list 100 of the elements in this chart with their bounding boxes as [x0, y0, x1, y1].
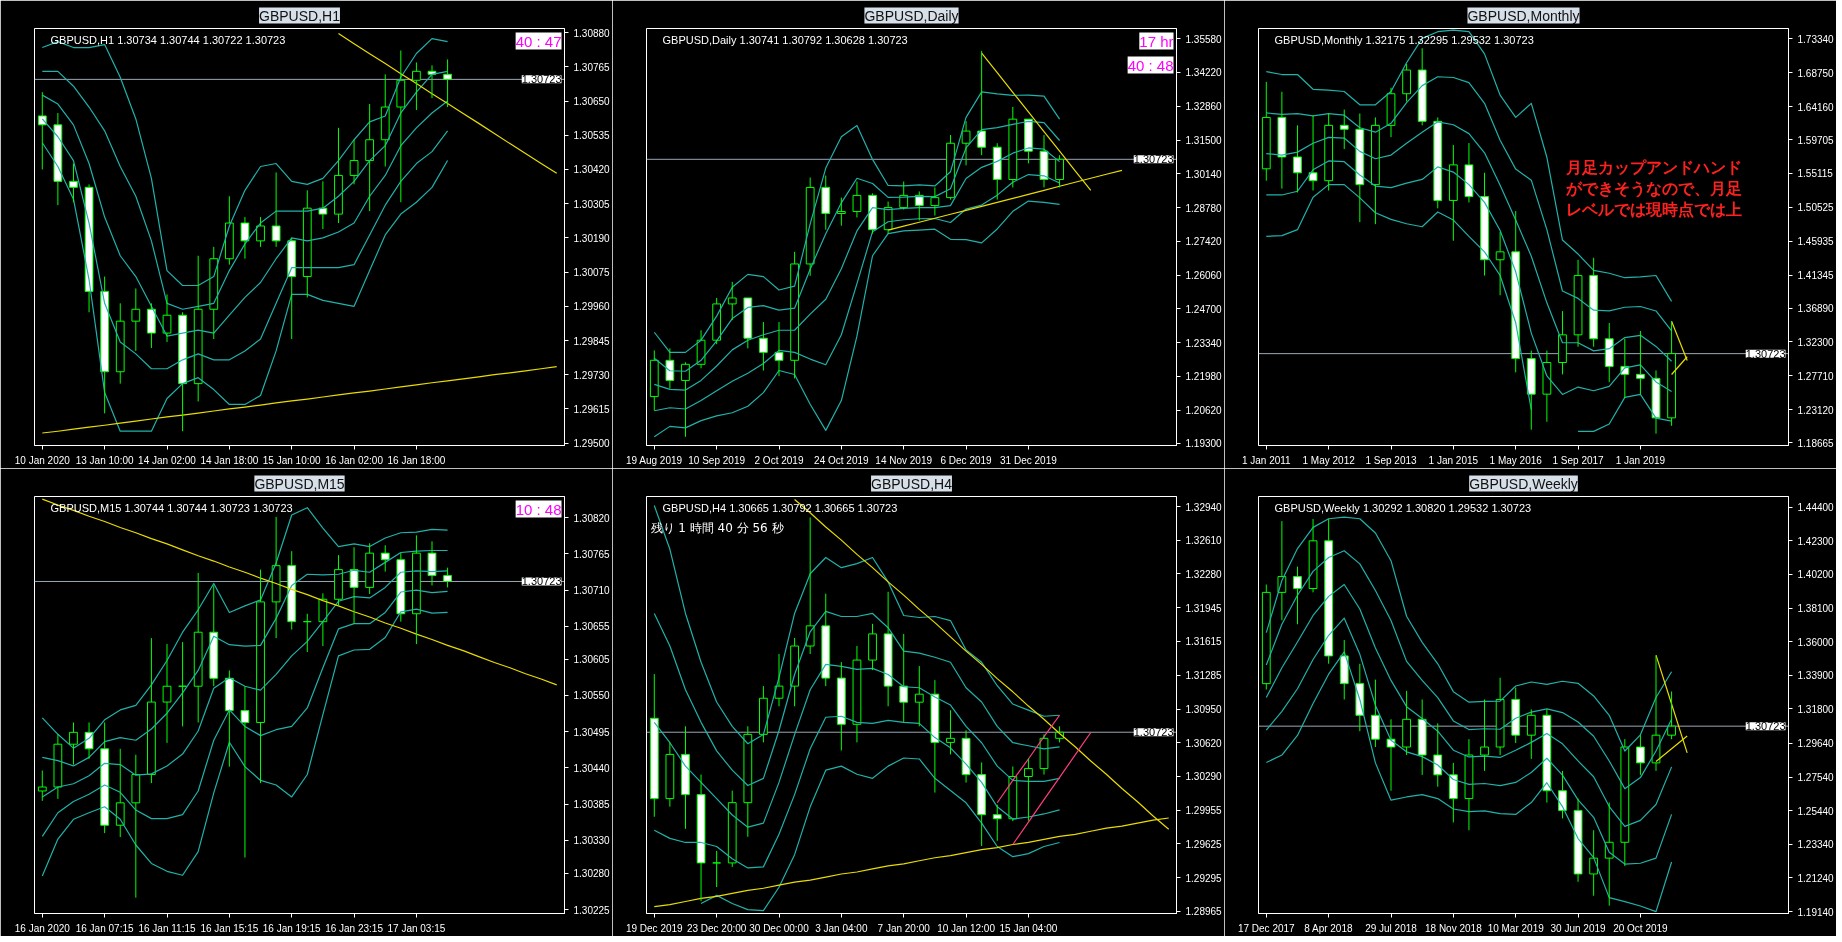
x-tick-label: 10 Mar 2019 [1487, 922, 1545, 934]
y-tick-label: 1.32940 [1185, 501, 1223, 513]
y-tick-label: 1.21980 [1185, 371, 1223, 383]
y-tick-label: 1.19140 [1797, 906, 1835, 918]
chart-title: GBPUSD,H1 [259, 7, 341, 24]
x-tick-label: 17 Dec 2017 [1237, 922, 1296, 934]
annotation: 40 : 47 [515, 32, 562, 50]
x-tick-label: 6 Dec 2019 [940, 454, 993, 466]
y-tick-label: 1.31800 [1797, 703, 1835, 715]
y-tick-label: 1.30605 [573, 654, 611, 666]
x-tick-label: 16 Jan 07:15 [75, 922, 134, 934]
ref-line-label: 1.30723 [1745, 720, 1786, 733]
x-tick-label: 1 Jan 2019 [1615, 454, 1666, 466]
x-tick-label: 24 Oct 2019 [814, 454, 870, 466]
y-tick-label: 1.36890 [1797, 303, 1835, 315]
y-tick-label: 1.30620 [1185, 737, 1223, 749]
y-tick-label: 1.30280 [573, 868, 611, 880]
x-tick-label: 18 Nov 2018 [1425, 922, 1483, 934]
y-tick-label: 1.32610 [1185, 535, 1223, 547]
x-tick-label: 13 Jan 10:00 [75, 454, 134, 466]
y-tick-label: 1.45935 [1797, 236, 1835, 248]
y-tick-label: 1.64160 [1797, 101, 1835, 113]
y-tick-label: 1.28965 [1185, 906, 1223, 918]
y-tick-label: 1.30950 [1185, 704, 1223, 716]
text: GBPUSD,H1 1.30734 1.30744 1.30722 1.30723 [50, 33, 286, 46]
y-tick-label: 1.40200 [1797, 569, 1835, 581]
y-tick-label: 1.33900 [1797, 670, 1835, 682]
y-tick-label: 1.29955 [1185, 805, 1223, 817]
y-tick-label: 1.30550 [573, 690, 611, 702]
y-tick-label: 1.20620 [1185, 405, 1223, 417]
chart-title: GBPUSD,Monthly [1467, 7, 1580, 24]
y-tick-label: 1.30765 [573, 61, 611, 73]
x-tick-label: 1 Sep 2017 [1552, 454, 1605, 466]
y-tick-label: 1.59705 [1797, 134, 1835, 146]
x-tick-label: 17 Jan 03:15 [387, 922, 446, 934]
y-tick-label: 1.30305 [573, 198, 611, 210]
annotation: 残り 1 時間 40 分 56 秒 [650, 520, 784, 535]
chart-title: GBPUSD,H4 [871, 475, 953, 492]
y-tick-label: 1.36000 [1797, 636, 1835, 648]
y-tick-label: 1.30385 [573, 799, 611, 811]
x-tick-label: 7 Jan 20:00 [877, 922, 931, 934]
y-tick-label: 1.30710 [573, 585, 611, 597]
annotation: 10 : 48 [515, 500, 562, 518]
y-tick-label: 1.31945 [1185, 602, 1223, 614]
y-tick-label: 1.24700 [1185, 303, 1223, 315]
y-tick-label: 1.30535 [573, 130, 611, 142]
x-tick-label: 16 Jan 15:15 [200, 922, 259, 934]
x-tick-label: 10 Jan 12:00 [937, 922, 996, 934]
x-tick-label: 19 Dec 2019 [625, 922, 684, 934]
x-tick-label: 30 Jun 2019 [1550, 922, 1607, 934]
x-tick-label: 16 Jan 18:00 [387, 454, 446, 466]
y-tick-label: 1.35580 [1185, 33, 1223, 45]
ref-line-label: 1.30723 [1745, 347, 1786, 360]
x-tick-label: 19 Aug 2019 [625, 454, 683, 466]
x-tick-label: 16 Jan 19:15 [262, 922, 322, 934]
y-tick-label: 1.25440 [1797, 805, 1835, 817]
y-tick-label: 1.21240 [1797, 872, 1835, 884]
y-tick-label: 1.30880 [573, 27, 611, 39]
ref-line-label: 1.30723 [1133, 726, 1174, 739]
x-tick-label: 14 Jan 18:00 [200, 454, 259, 466]
y-tick-label: 1.68750 [1797, 67, 1835, 79]
x-tick-label: 8 Apr 2018 [1304, 922, 1353, 934]
ref-line-label: 1.30723 [1133, 153, 1174, 166]
y-tick-label: 1.27710 [1797, 370, 1835, 382]
y-tick-label: 1.32300 [1797, 336, 1835, 348]
x-tick-label: 16 Jan 23:15 [325, 922, 384, 934]
y-tick-label: 1.31500 [1185, 135, 1223, 147]
y-tick-label: 1.23340 [1797, 839, 1835, 851]
x-tick-label: 1 May 2012 [1302, 454, 1356, 466]
y-tick-label: 1.29960 [573, 301, 611, 313]
y-tick-label: 1.30190 [573, 232, 611, 244]
y-tick-label: 1.31615 [1185, 636, 1223, 648]
y-tick-label: 1.23340 [1185, 337, 1223, 349]
x-tick-label: 30 Dec 00:00 [749, 922, 810, 934]
x-tick-label: 29 Jul 2018 [1365, 922, 1418, 934]
y-tick-label: 1.29730 [573, 369, 611, 381]
x-tick-label: 14 Nov 2019 [875, 454, 933, 466]
y-tick-label: 1.30495 [573, 726, 611, 738]
y-tick-label: 1.30420 [573, 164, 611, 176]
y-tick-label: 1.27540 [1797, 772, 1835, 784]
y-tick-label: 1.23120 [1797, 404, 1835, 416]
y-tick-label: 1.55115 [1797, 168, 1834, 180]
x-tick-label: 3 Jan 04:00 [815, 922, 868, 934]
chart-subtitle: GBPUSD,Weekly 1.30292 1.30820 1.29532 1.30723 [1274, 501, 1532, 514]
x-tick-label: 10 Jan 2020 [14, 454, 71, 466]
y-tick-label: 1.30440 [573, 762, 611, 774]
y-tick-label: 1.19300 [1185, 438, 1223, 450]
y-tick-label: 1.28780 [1185, 202, 1223, 214]
y-tick-label: 1.29295 [1185, 872, 1223, 884]
annotation: 月足カップアンドハンドができそうなので、月足レベルでは現時点では上 [1564, 157, 1742, 219]
x-tick-label: 10 Sep 2019 [688, 454, 746, 466]
y-tick-label: 1.38100 [1797, 603, 1835, 615]
y-tick-label: 1.41345 [1797, 270, 1835, 282]
y-tick-label: 1.30820 [573, 512, 611, 524]
x-tick-label: 15 Jan 04:00 [999, 922, 1058, 934]
y-tick-label: 1.32280 [1185, 568, 1223, 580]
y-tick-label: 1.29615 [573, 403, 611, 415]
text: GBPUSD,Daily 1.30741 1.30792 1.30628 1.30723 [662, 33, 908, 46]
annotation: 17 hr [1139, 32, 1174, 50]
y-tick-label: 1.30330 [573, 835, 611, 847]
